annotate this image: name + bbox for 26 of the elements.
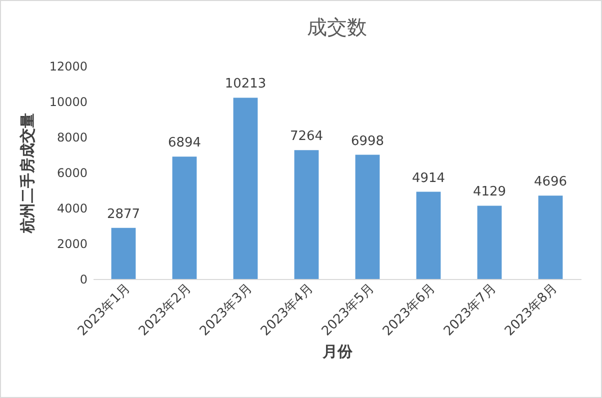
y-tick-label: 2000 — [56, 237, 88, 251]
data-label: 4696 — [534, 174, 568, 190]
chart-title: 成交数 — [307, 15, 367, 39]
y-tick-label: 10000 — [49, 95, 88, 109]
data-label: 4914 — [412, 170, 446, 186]
data-label: 7264 — [290, 129, 324, 144]
bar — [294, 150, 319, 279]
y-tick-label: 8000 — [56, 130, 88, 144]
y-tick-label: 12000 — [49, 60, 88, 74]
bar — [233, 98, 258, 279]
data-label: 6894 — [168, 136, 202, 151]
x-axis-title: 月份 — [322, 342, 354, 360]
y-tick-label: 6000 — [56, 166, 88, 180]
y-tick-label: 0 — [80, 272, 88, 286]
bar — [172, 156, 197, 279]
y-axis-title: 杭州二手房成交量 — [18, 113, 36, 234]
data-label: 2877 — [106, 206, 140, 222]
data-label: 10213 — [224, 76, 266, 92]
bar — [477, 206, 502, 279]
bar — [355, 154, 380, 279]
bar — [416, 192, 441, 279]
bar — [538, 196, 563, 279]
bar — [111, 228, 136, 279]
data-label: 6998 — [350, 134, 384, 149]
data-label: 4129 — [472, 184, 506, 200]
y-tick-label: 4000 — [56, 202, 88, 216]
